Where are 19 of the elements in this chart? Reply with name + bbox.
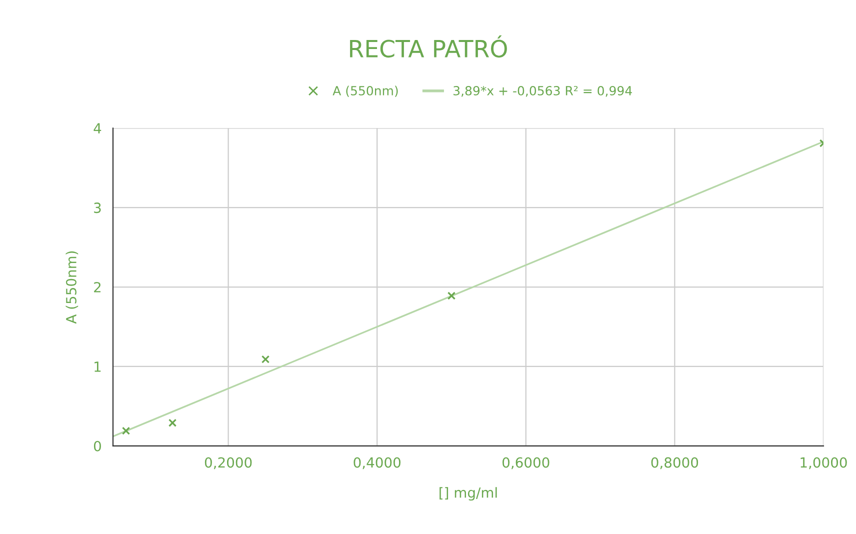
y-tick-label: 4 bbox=[94, 123, 102, 134]
x-tick-label: 1,0000 bbox=[800, 457, 847, 470]
chart-title: RECTA PATRÓ bbox=[350, 35, 507, 58]
x-tick-label: 0,4000 bbox=[354, 457, 400, 470]
y-axis-title: A (550nm) bbox=[66, 251, 78, 324]
legend-label: 3,89*x + -0,0563 R² = 0,994 bbox=[454, 86, 632, 97]
legend-label: A (550nm) bbox=[332, 86, 398, 97]
y-tick-label: 2 bbox=[94, 282, 100, 292]
point bbox=[447, 292, 456, 300]
x-tick-label: 0,2000 bbox=[204, 457, 252, 470]
x-tick-label: 0,6000 bbox=[502, 457, 550, 470]
y-tick-label: 3 bbox=[94, 202, 101, 214]
y-tick-label: 1 bbox=[94, 362, 101, 372]
x-axis-title: [] mg/ml bbox=[440, 487, 497, 501]
point bbox=[122, 426, 130, 435]
x-tick-label: 0,8000 bbox=[651, 457, 698, 470]
point bbox=[168, 418, 177, 427]
y-tick-label: 0 bbox=[94, 440, 101, 452]
point bbox=[261, 355, 270, 364]
